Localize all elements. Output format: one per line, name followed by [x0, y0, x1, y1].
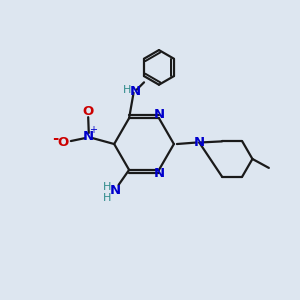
Text: -: - — [52, 131, 58, 146]
Text: H: H — [123, 85, 131, 95]
Text: +: + — [89, 125, 97, 135]
Text: N: N — [153, 167, 164, 180]
Text: N: N — [130, 85, 141, 98]
Text: H: H — [103, 193, 112, 203]
Text: O: O — [82, 105, 94, 118]
Text: N: N — [194, 136, 205, 149]
Text: N: N — [110, 184, 121, 197]
Text: H: H — [103, 182, 111, 192]
Text: N: N — [153, 108, 164, 121]
Text: O: O — [57, 136, 68, 149]
Text: N: N — [83, 130, 94, 143]
